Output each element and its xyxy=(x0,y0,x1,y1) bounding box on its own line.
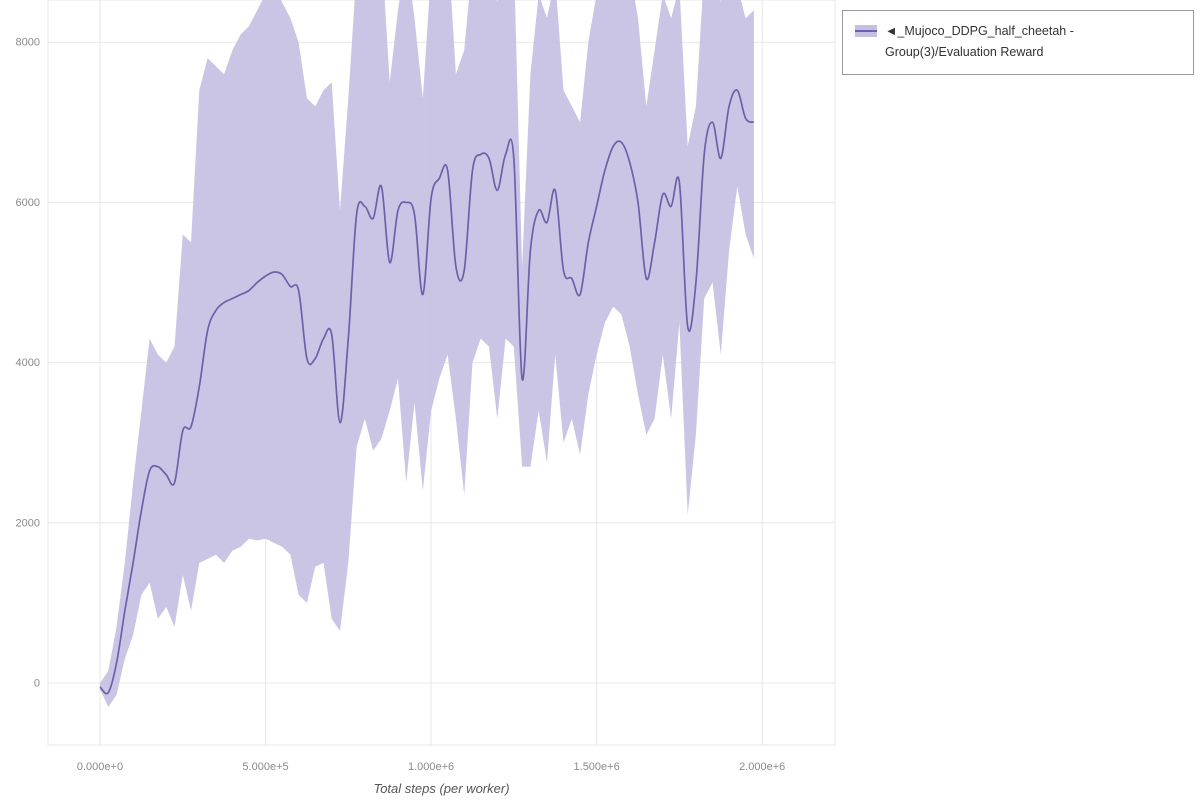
legend[interactable]: ◄_Mujoco_DDPG_half_cheetah - Group(3)/Ev… xyxy=(842,10,1194,75)
x-tick-label: 1.000e+6 xyxy=(408,761,454,773)
x-tick-label: 5.000e+5 xyxy=(242,761,288,773)
x-tick-label: 0.000e+0 xyxy=(77,761,123,773)
x-tick-label: 2.000e+6 xyxy=(739,761,785,773)
x-tick-label: 1.500e+6 xyxy=(574,761,620,773)
y-tick-label: 8000 xyxy=(16,37,40,49)
plot-border xyxy=(47,0,836,746)
legend-line-swatch xyxy=(855,30,877,32)
confidence-band xyxy=(100,0,754,707)
y-tick-label: 4000 xyxy=(16,357,40,369)
y-tick-label: 0 xyxy=(34,678,40,690)
x-axis-title: Total steps (per worker) xyxy=(373,781,510,796)
legend-series-label: ◄_Mujoco_DDPG_half_cheetah - Group(3)/Ev… xyxy=(885,24,1074,60)
y-tick-label: 2000 xyxy=(16,517,40,529)
mean-line xyxy=(99,89,755,695)
legend-band-swatch xyxy=(855,25,877,37)
y-tick-label: 6000 xyxy=(16,197,40,209)
